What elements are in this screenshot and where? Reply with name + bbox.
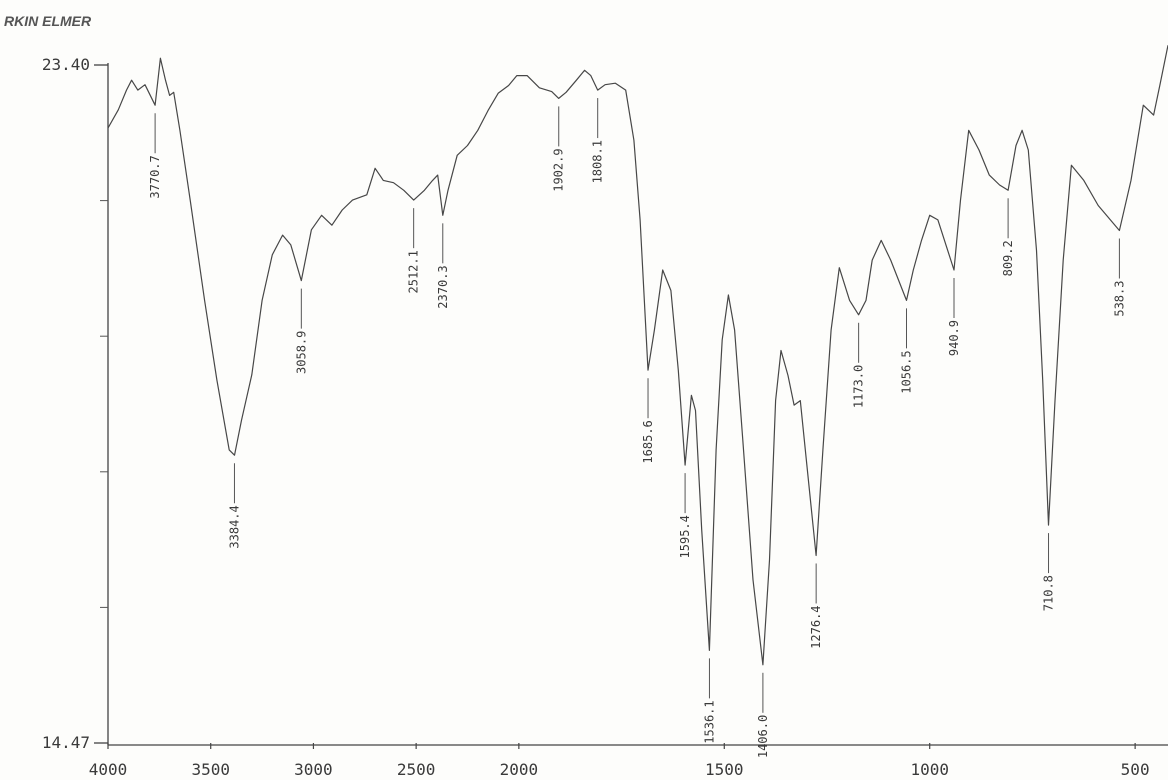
peak-annotation: 2512.1 (407, 208, 421, 294)
peak-annotation: 1536.1 (702, 658, 716, 744)
peak-annotation: 1902.9 (552, 106, 566, 192)
x-tick-label: 1000 (910, 760, 949, 779)
peak-annotation: 1406.0 (756, 672, 770, 758)
peak-annotation: 1056.5 (899, 308, 913, 394)
peak-label: 1056.5 (899, 350, 913, 393)
peak-annotation: 1685.6 (641, 378, 655, 464)
peak-label: 3384.4 (227, 505, 241, 548)
peak-label: 809.2 (1001, 240, 1015, 276)
y-tick-label: 23.40 (42, 55, 90, 74)
peak-label: 3770.7 (148, 155, 162, 198)
peak-annotation: 3058.9 (294, 288, 308, 374)
peak-label: 1685.6 (641, 420, 655, 463)
spectrum-line (107, 45, 1168, 666)
peak-annotation: 538.3 (1112, 238, 1126, 317)
peak-label: 1595.4 (678, 515, 692, 558)
peak-label: 940.9 (947, 320, 961, 356)
peak-label: 1808.1 (591, 140, 605, 183)
brand-header: RKIN ELMER (4, 13, 92, 29)
peak-annotation: 3384.4 (227, 463, 241, 549)
peak-annotation: 1595.4 (678, 473, 692, 558)
peak-label: 1173.0 (852, 365, 866, 408)
x-tick-label: 500 (1121, 760, 1150, 779)
peak-label: 3058.9 (294, 331, 308, 374)
x-tick-label: 2000 (500, 760, 539, 779)
peak-label: 2512.1 (407, 250, 421, 293)
peak-label: 2370.3 (436, 265, 450, 308)
x-tick-label: 3500 (191, 760, 230, 779)
peak-annotation: 3770.7 (148, 113, 162, 199)
peak-label: 710.8 (1042, 575, 1056, 611)
peak-annotation: 1808.1 (591, 98, 605, 183)
peak-annotation: 809.2 (1001, 198, 1015, 276)
peak-label: 1276.4 (809, 605, 823, 648)
peak-annotation: 2370.3 (436, 223, 450, 309)
peak-label: 1536.1 (702, 700, 716, 743)
peak-label: 538.3 (1112, 281, 1126, 317)
peak-annotation: 710.8 (1042, 533, 1056, 611)
x-tick-label: 1500 (705, 760, 744, 779)
peak-annotation: 1276.4 (809, 563, 823, 649)
x-tick-label: 3000 (294, 760, 333, 779)
y-tick-label: 14.47 (42, 733, 90, 752)
peak-annotation: 1173.0 (852, 322, 866, 408)
peak-label: 1902.9 (552, 148, 566, 191)
x-tick-label: 4000 (89, 760, 128, 779)
x-tick-label: 2500 (397, 760, 436, 779)
peak-annotation: 940.9 (947, 277, 961, 356)
peak-label: 1406.0 (756, 715, 770, 758)
